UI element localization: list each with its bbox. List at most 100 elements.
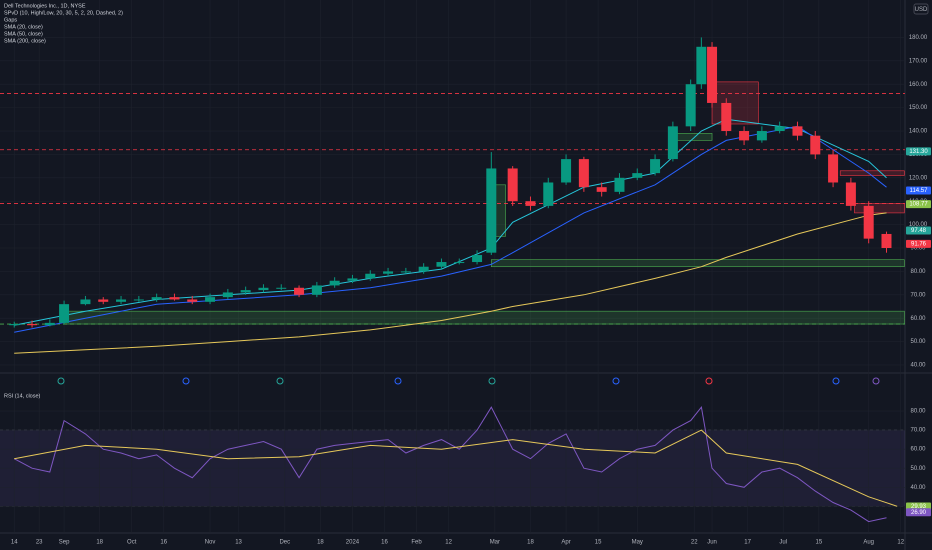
candle-body bbox=[276, 287, 287, 289]
candle-body bbox=[258, 287, 269, 291]
candle-body bbox=[365, 273, 376, 279]
x-tick-label: 23 bbox=[36, 540, 43, 546]
price-tag bbox=[906, 186, 931, 195]
sma-line bbox=[14, 212, 887, 354]
candle-body bbox=[80, 299, 91, 305]
rsi-title[interactable]: RSI (14, close) bbox=[4, 393, 41, 399]
candle-body bbox=[881, 233, 892, 248]
event-icon[interactable] bbox=[276, 377, 284, 385]
x-tick-label: 18 bbox=[96, 540, 103, 546]
x-tick-label: May bbox=[632, 540, 643, 546]
candle-body bbox=[543, 182, 554, 206]
x-tick-label: Mar bbox=[490, 540, 500, 546]
candle-body bbox=[707, 46, 718, 103]
candle-body bbox=[59, 304, 70, 323]
x-tick-label: 12 bbox=[445, 540, 452, 546]
candle-body bbox=[205, 297, 216, 302]
event-icon[interactable] bbox=[705, 377, 713, 385]
candle-body bbox=[696, 46, 707, 85]
event-icon[interactable] bbox=[612, 377, 620, 385]
y-tick-label: 90.00 bbox=[910, 246, 926, 252]
candle-body bbox=[44, 322, 55, 326]
price-tag-label: 108.77 bbox=[909, 202, 928, 208]
candle-body bbox=[27, 324, 38, 326]
currency-box[interactable] bbox=[913, 3, 929, 15]
candle-body bbox=[632, 173, 643, 178]
candle-body bbox=[400, 271, 411, 273]
event-icon[interactable] bbox=[394, 377, 402, 385]
y-tick-label: 40.00 bbox=[910, 363, 926, 369]
y-tick-label: 120.00 bbox=[909, 175, 928, 181]
price-tag bbox=[906, 508, 931, 517]
candle-body bbox=[810, 135, 821, 155]
indicator-label[interactable]: SMA (20, close) bbox=[4, 24, 43, 30]
candle-body bbox=[383, 271, 394, 274]
candle-body bbox=[863, 205, 874, 239]
price-tag-label: 114.57 bbox=[910, 188, 929, 194]
candle-body bbox=[454, 262, 465, 264]
price-tag-label: 26.90 bbox=[911, 510, 927, 516]
candle-body bbox=[436, 262, 447, 267]
price-tag-label: 97.48 bbox=[911, 228, 927, 234]
x-tick-label: 14 bbox=[11, 540, 18, 546]
candle-body bbox=[347, 278, 358, 281]
y-tick-label: 80.00 bbox=[910, 269, 926, 275]
candle-body bbox=[151, 297, 162, 300]
y-tick-label: 100.00 bbox=[909, 222, 928, 228]
candle-body bbox=[828, 154, 839, 183]
y-tick-label: 150.00 bbox=[909, 105, 928, 111]
event-icon[interactable] bbox=[832, 377, 840, 385]
y-tick-label: 50.00 bbox=[910, 339, 926, 345]
x-tick-label: 15 bbox=[595, 540, 602, 546]
candle-body bbox=[418, 266, 429, 272]
event-icon[interactable] bbox=[57, 377, 65, 385]
currency[interactable]: USD bbox=[915, 7, 928, 13]
rsi-line bbox=[13, 406, 887, 523]
x-tick-label: 12 bbox=[897, 540, 904, 546]
rsi-line bbox=[14, 429, 898, 507]
y-tick-label: 60.00 bbox=[910, 447, 926, 453]
x-tick-label: Apr bbox=[561, 540, 570, 546]
event-icon[interactable] bbox=[872, 377, 880, 385]
event-icon[interactable] bbox=[182, 377, 190, 385]
x-tick-label: Jun bbox=[707, 540, 717, 546]
x-tick-label: Dec bbox=[279, 540, 290, 546]
x-tick-label: Feb bbox=[411, 540, 422, 546]
candle-body bbox=[614, 177, 625, 192]
price-tag bbox=[906, 147, 931, 156]
candle-body bbox=[507, 168, 518, 202]
y-tick-label: 60.00 bbox=[910, 316, 926, 322]
x-tick-label: 2024 bbox=[346, 540, 360, 546]
candle-body bbox=[578, 159, 589, 188]
y-tick-label: 180.00 bbox=[909, 35, 928, 41]
event-icon[interactable] bbox=[488, 377, 496, 385]
candle-body bbox=[721, 102, 732, 132]
x-tick-label: 13 bbox=[235, 540, 242, 546]
indicator-label[interactable]: Gaps bbox=[4, 17, 17, 23]
zone bbox=[854, 203, 905, 214]
candle-body bbox=[116, 299, 127, 302]
indicator-label[interactable]: SPvD (10, High/Low, 20, 30, 5, 2, 20, Da… bbox=[4, 10, 123, 16]
chart-title: Dell Technologies Inc., 1D, NYSE bbox=[4, 3, 86, 9]
indicator-label[interactable]: SMA (50, close) bbox=[4, 31, 43, 37]
x-tick-label: Oct bbox=[127, 540, 137, 546]
x-tick-label: 16 bbox=[381, 540, 388, 546]
x-tick-label: 15 bbox=[815, 540, 822, 546]
y-tick-label: 80.00 bbox=[910, 409, 926, 415]
indicator-label[interactable]: SMA (200, close) bbox=[4, 38, 46, 44]
y-tick-label: 50.00 bbox=[910, 466, 926, 472]
zone bbox=[839, 170, 905, 176]
candle-body bbox=[222, 292, 233, 298]
y-tick-label: 70.00 bbox=[910, 428, 926, 434]
y-tick-label: 70.00 bbox=[910, 292, 926, 298]
candle-body bbox=[561, 159, 572, 183]
y-tick-label: 170.00 bbox=[909, 58, 928, 64]
candle-body bbox=[329, 280, 340, 286]
x-tick-label: 16 bbox=[160, 540, 167, 546]
x-tick-label: 18 bbox=[317, 540, 324, 546]
candle-body bbox=[187, 299, 198, 302]
candle-body bbox=[169, 297, 180, 300]
price-tag bbox=[906, 226, 931, 235]
price-tag-label: 29.93 bbox=[911, 504, 927, 510]
zone bbox=[494, 184, 506, 237]
